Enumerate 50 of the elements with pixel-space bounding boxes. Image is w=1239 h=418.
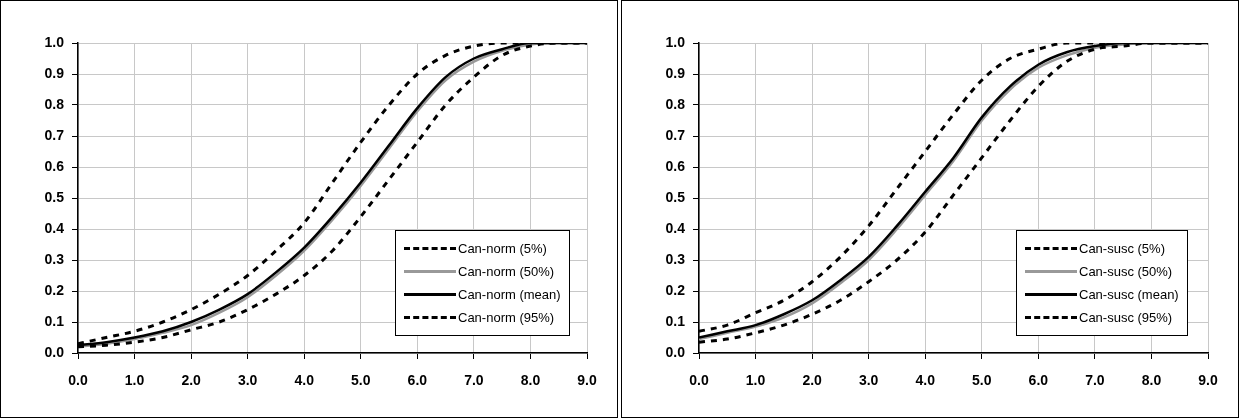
x-tick-label: 8.0 — [1141, 372, 1162, 389]
y-tick-label: 0.6 — [44, 157, 65, 174]
y-tick-label: 0.3 — [665, 250, 686, 267]
y-tick-label: 0.0 — [665, 343, 686, 360]
y-tick-label: 0.8 — [665, 95, 686, 112]
x-tick-label: 0.0 — [689, 372, 709, 389]
x-tick-label: 2.0 — [802, 372, 823, 389]
y-tick-label: 0.3 — [44, 250, 65, 267]
x-tick-label: 5.0 — [972, 372, 992, 389]
y-tick-label: 0.7 — [665, 126, 686, 143]
legend-label: Can-norm (50%) — [458, 264, 555, 279]
y-tick-label: 0.7 — [44, 126, 65, 143]
x-tick-label: 3.0 — [858, 372, 879, 389]
x-tick-label: 8.0 — [520, 372, 541, 389]
y-tick-label: 0.6 — [665, 157, 686, 174]
legend-label: Can-susc (95%) — [1079, 310, 1173, 325]
x-tick-label: 1.0 — [745, 372, 766, 389]
y-tick-label: 0.8 — [44, 95, 65, 112]
x-tick-label: 9.0 — [1198, 372, 1218, 389]
x-tick-label: 1.0 — [124, 372, 145, 389]
x-tick-label: 2.0 — [181, 372, 202, 389]
x-tick-label: 6.0 — [1028, 372, 1049, 389]
x-tick-label: 5.0 — [351, 372, 371, 389]
x-tick-label: 4.0 — [294, 372, 315, 389]
x-tick-label: 0.0 — [68, 372, 88, 389]
y-tick-label: 0.4 — [665, 219, 686, 236]
y-tick-label: 0.1 — [44, 312, 65, 329]
legend-label: Can-norm (mean) — [458, 287, 561, 302]
y-tick-label: 0.9 — [665, 64, 686, 81]
y-tick-label: 0.5 — [44, 188, 65, 205]
y-tick-label: 0.1 — [665, 312, 686, 329]
y-tick-label: 0.2 — [44, 281, 65, 298]
y-tick-label: 1.0 — [44, 33, 65, 50]
y-tick-label: 0.9 — [44, 64, 65, 81]
x-tick-label: 9.0 — [577, 372, 597, 389]
x-tick-label: 3.0 — [237, 372, 258, 389]
legend-label: Can-susc (50%) — [1079, 264, 1173, 279]
x-tick-label: 7.0 — [1085, 372, 1105, 389]
y-tick-label: 0.5 — [665, 188, 686, 205]
y-tick-label: 1.0 — [665, 33, 686, 50]
legend-label: Can-norm (95%) — [458, 310, 555, 325]
legend-label: Can-susc (mean) — [1079, 287, 1179, 302]
y-tick-label: 0.0 — [44, 343, 65, 360]
x-tick-label: 4.0 — [915, 372, 936, 389]
x-tick-label: 7.0 — [464, 372, 484, 389]
x-tick-label: 6.0 — [407, 372, 428, 389]
y-tick-label: 0.2 — [665, 281, 686, 298]
legend-label: Can-susc (5%) — [1079, 241, 1165, 256]
y-tick-label: 0.4 — [44, 219, 65, 236]
legend-label: Can-norm (5%) — [458, 241, 547, 256]
